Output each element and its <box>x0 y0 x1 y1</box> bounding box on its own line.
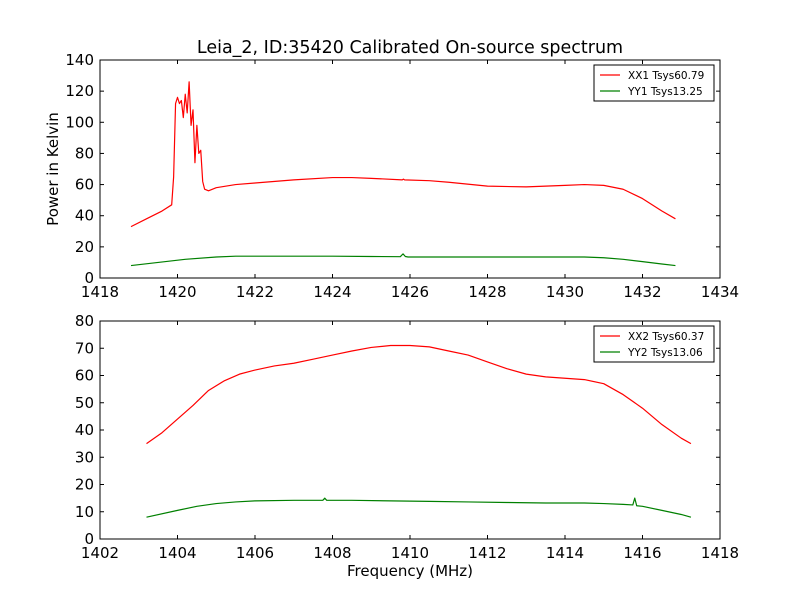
legend-entry: XX1 Tsys60.79 <box>628 70 704 82</box>
y-tick-label: 0 <box>84 530 94 548</box>
y-tick-label: 30 <box>75 448 94 466</box>
y-tick-label: 50 <box>75 394 94 412</box>
x-tick-label: 1432 <box>623 283 661 301</box>
x-tick-label: 1410 <box>391 544 429 562</box>
x-tick-label: 1428 <box>468 283 506 301</box>
chart-panel-top: 1418 1420 1422 1424 1426 1428 1430 1432 1434 0 20 4… <box>44 51 739 301</box>
y-axis-label: Power in Kelvin <box>44 112 62 226</box>
x-tick-label: 1412 <box>468 544 506 562</box>
legend-entry: YY1 Tsys13.25 <box>627 86 703 98</box>
legend-top: XX1 Tsys60.79 YY1 Tsys13.25 <box>593 64 715 102</box>
y-tick-label: 40 <box>75 421 94 439</box>
series-line-top-2 <box>130 253 676 267</box>
x-tick-label: 1406 <box>236 544 274 562</box>
x-tick-label: 1422 <box>236 283 274 301</box>
x-tick-label: 1408 <box>313 544 351 562</box>
legend-entry: XX2 Tsys60.37 <box>628 331 704 343</box>
x-tick-label: 1426 <box>391 283 429 301</box>
legend-frame <box>593 64 715 102</box>
x-tick-label: 1414 <box>546 544 584 562</box>
y-tick-label: 120 <box>65 82 94 100</box>
x-tick-label: 1430 <box>546 283 584 301</box>
y-tick-label: 100 <box>65 113 94 131</box>
series-line-bottom-2 <box>146 497 692 518</box>
series-line-top-1 <box>130 81 676 228</box>
x-tick-label: 1424 <box>313 283 351 301</box>
y-tick-label: 140 <box>65 51 94 69</box>
series-line-bottom-1 <box>146 344 692 445</box>
x-tick-label: 1402 <box>81 544 119 562</box>
x-tick-label: 1418 <box>81 283 119 301</box>
y-tick-label: 80 <box>75 312 94 330</box>
y-tick-label: 70 <box>75 339 94 357</box>
x-tick-label: 1416 <box>623 544 661 562</box>
y-tick-label: 60 <box>75 367 94 385</box>
legend-entry: YY2 Tsys13.06 <box>627 347 703 359</box>
chart-title: Leia_2, ID:35420 Calibrated On-source sp… <box>197 38 623 58</box>
x-axis-label: Frequency (MHz) <box>347 562 473 580</box>
x-tick-label: 1434 <box>701 283 739 301</box>
legend-bottom: XX2 Tsys60.37 YY2 Tsys13.06 <box>593 325 715 363</box>
x-tick-label: 1418 <box>701 544 739 562</box>
x-tick-label: 1404 <box>158 544 196 562</box>
x-tick-label: 1420 <box>158 283 196 301</box>
y-tick-label: 0 <box>84 269 94 287</box>
y-tick-label: 40 <box>75 207 94 225</box>
y-tick-label: 80 <box>75 144 94 162</box>
chart-panel-bottom: 1402 1404 1406 1408 1410 1412 1414 1416 1418 0 10 2… <box>75 312 739 580</box>
y-tick-label: 20 <box>75 476 94 494</box>
legend-frame <box>593 325 715 363</box>
y-tick-label: 20 <box>75 238 94 256</box>
y-tick-label: 10 <box>75 503 94 521</box>
y-tick-label: 60 <box>75 176 94 194</box>
